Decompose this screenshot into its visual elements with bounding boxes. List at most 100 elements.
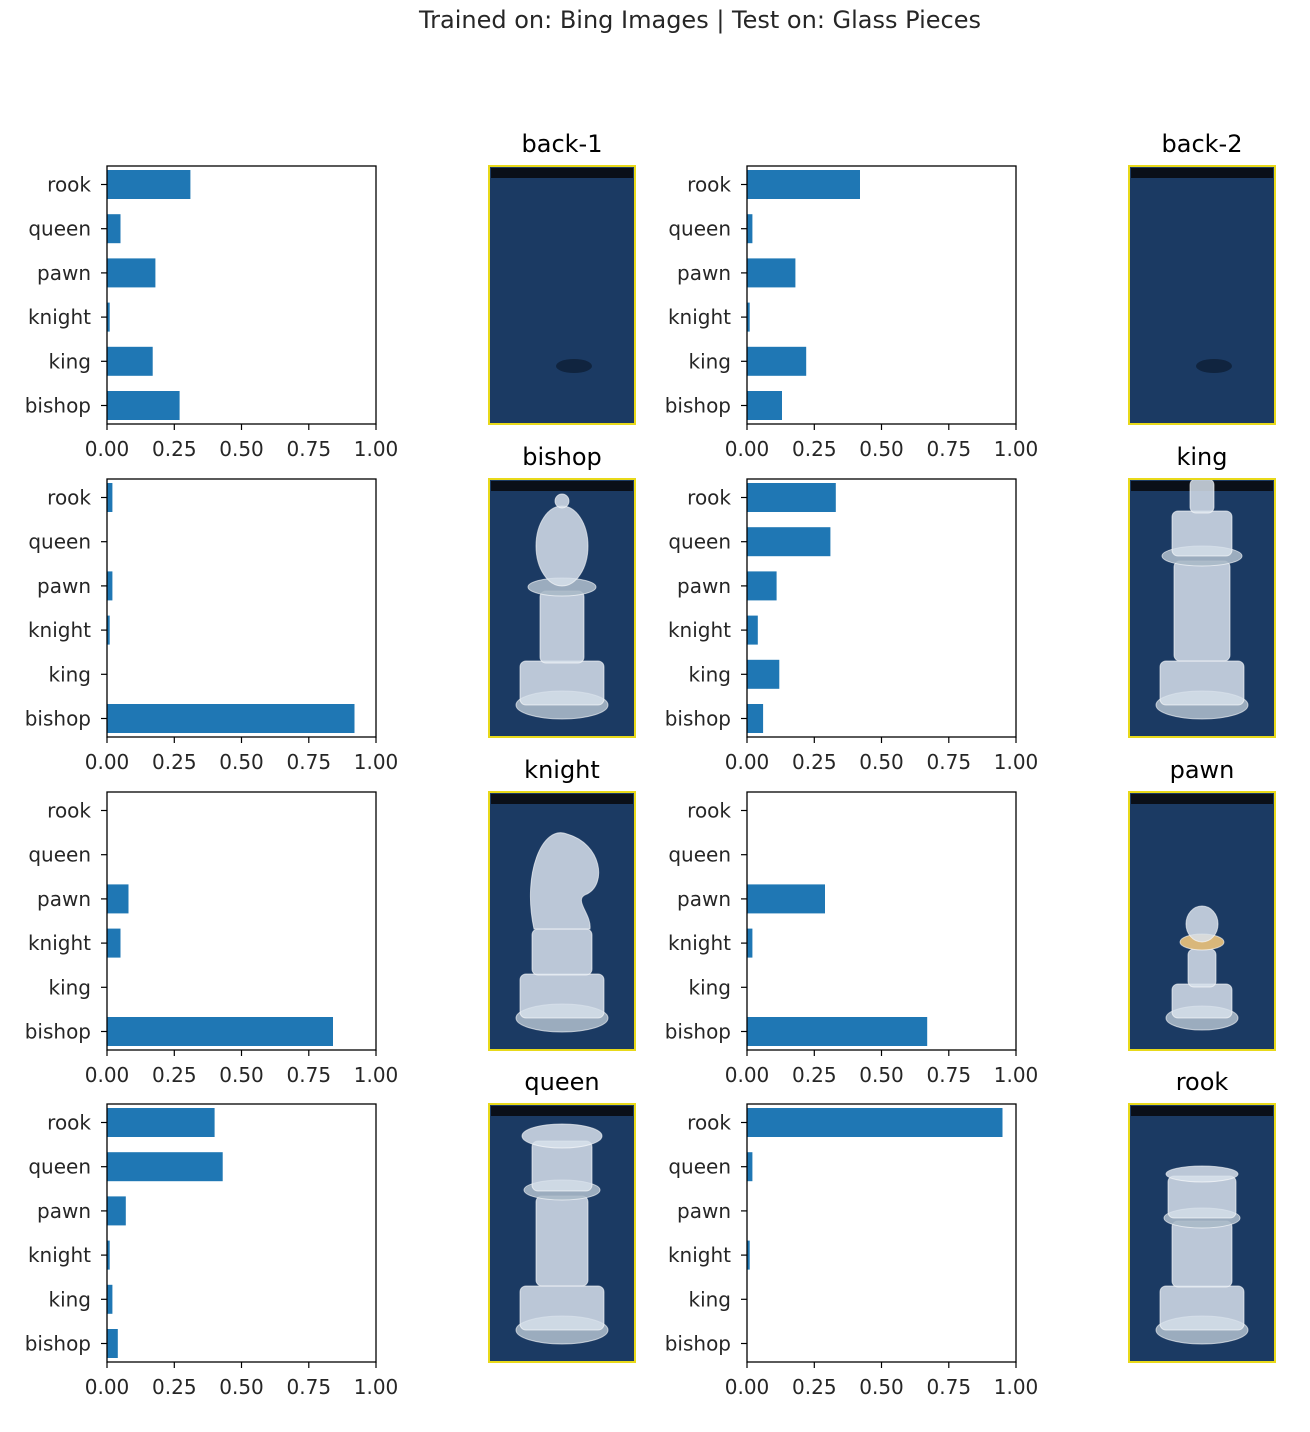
photo-title: back-2 [1162, 130, 1243, 158]
bar-pawn [107, 571, 113, 601]
bar-knight [107, 302, 110, 332]
ytick-label-rook: rook [47, 1111, 91, 1135]
bar-rook [107, 1108, 215, 1137]
ytick-label-bishop: bishop [25, 1332, 91, 1356]
xtick-label: 1.00 [354, 1063, 399, 1087]
piece-shape [1159, 660, 1245, 706]
ytick-label-rook: rook [47, 173, 91, 197]
ytick-label-bishop: bishop [25, 1020, 91, 1044]
xtick-label: 1.00 [354, 1375, 399, 1399]
photo-top-edge [1131, 168, 1273, 178]
photo-top-edge [1131, 1106, 1273, 1116]
bar-pawn [107, 884, 129, 914]
photo-border [488, 1103, 636, 1363]
photo-bishop: bishop [488, 443, 636, 738]
ytick-label-pawn: pawn [37, 1199, 91, 1223]
xtick-label: 0.50 [859, 1063, 904, 1087]
ytick-label-queen: queen [28, 1155, 91, 1179]
figure-suptitle: Trained on: Bing Images | Test on: Glass… [418, 6, 981, 34]
photo-title: back-1 [522, 130, 603, 158]
board-emblem [556, 359, 592, 373]
bar-pawn [747, 571, 777, 601]
photo-knight: knight [488, 756, 636, 1051]
ytick-label-rook: rook [47, 799, 91, 823]
bar-king [747, 659, 780, 689]
piece-shape [519, 1285, 605, 1331]
axes-frame [106, 1103, 377, 1363]
ytick-label-queen: queen [28, 843, 91, 867]
ytick-label-knight: knight [28, 618, 91, 642]
bar-queen [107, 214, 121, 244]
bar-rook [107, 170, 191, 199]
xtick-label: 0.75 [287, 437, 332, 461]
bar-pawn [747, 884, 825, 914]
xtick-label: 0.25 [792, 750, 837, 774]
photo-rook: rook [1128, 1068, 1276, 1363]
ytick-label-rook: rook [47, 486, 91, 510]
piece-shape [1159, 1285, 1245, 1331]
ytick-label-rook: rook [687, 799, 731, 823]
xtick-label: 0.50 [219, 1375, 264, 1399]
ytick-label-pawn: pawn [37, 574, 91, 598]
xtick-label: 0.50 [859, 1375, 904, 1399]
ytick-label-pawn: pawn [677, 1199, 731, 1223]
xtick-label: 0.25 [792, 437, 837, 461]
bar-chart-back-2: bishop king knight pawn queen rook 0.00 0.25 0.5… [665, 165, 1039, 461]
ytick-label-knight: knight [28, 1243, 91, 1267]
bar-rook [747, 170, 860, 199]
bar-bishop [107, 391, 180, 420]
bar-bishop [107, 704, 355, 733]
board-emblem [1196, 359, 1232, 373]
bar-chart-rook: bishop king knight pawn queen rook 0.00 0.25 0.5… [665, 1103, 1038, 1399]
piece-shape [1185, 905, 1219, 943]
photo-back-2: back-2 [1128, 130, 1276, 425]
bar-bishop [747, 391, 782, 420]
xtick-label: 0.75 [287, 1375, 332, 1399]
piece-shape [521, 1123, 603, 1149]
bar-knight [107, 615, 110, 645]
piece-shape [1187, 948, 1217, 988]
ytick-label-king: king [48, 662, 91, 686]
ytick-label-queen: queen [668, 530, 731, 554]
bar-pawn [107, 258, 156, 288]
photo-title: rook [1176, 1068, 1229, 1096]
bar-chart-knight: bishop king knight pawn queen rook 0.00 0.25 0.5… [25, 791, 399, 1087]
bar-queen [747, 527, 831, 557]
piece-shape [530, 832, 600, 930]
photo-border [1128, 478, 1276, 738]
photo-background [1129, 166, 1275, 424]
photo-top-edge [491, 168, 633, 178]
photo-background [489, 166, 635, 424]
bar-king [107, 346, 153, 376]
ytick-label-pawn: pawn [677, 887, 731, 911]
ytick-label-pawn: pawn [37, 261, 91, 285]
ytick-label-king: king [48, 975, 91, 999]
xtick-label: 1.00 [994, 750, 1039, 774]
ytick-label-queen: queen [28, 530, 91, 554]
ytick-label-pawn: pawn [677, 261, 731, 285]
xtick-label: 0.75 [287, 750, 332, 774]
xtick-label: 1.00 [994, 437, 1039, 461]
ytick-label-rook: rook [687, 173, 731, 197]
ytick-label-queen: queen [668, 1155, 731, 1179]
bar-rook [107, 483, 113, 512]
piece-shape [539, 590, 585, 664]
axes-frame [746, 478, 1017, 738]
bar-bishop [747, 704, 764, 733]
bar-pawn [747, 258, 796, 288]
ytick-label-bishop: bishop [25, 394, 91, 418]
axes-frame [746, 791, 1017, 1051]
bar-king [107, 1284, 113, 1314]
bar-rook [747, 1108, 1003, 1137]
xtick-label: 0.00 [85, 1063, 130, 1087]
xtick-label: 0.25 [152, 750, 197, 774]
bar-queen [107, 1152, 223, 1182]
bar-chart-back-1: bishop king knight pawn queen rook 0.00 0.25 0.5… [25, 165, 398, 461]
xtick-label: 0.75 [927, 437, 972, 461]
bar-chart-queen: bishop king knight pawn queen rook 0.00 0.25 0.5… [25, 1103, 399, 1399]
ytick-label-pawn: pawn [677, 574, 731, 598]
axes-frame [106, 478, 377, 738]
ytick-label-king: king [688, 1287, 731, 1311]
xtick-label: 0.00 [85, 1375, 130, 1399]
